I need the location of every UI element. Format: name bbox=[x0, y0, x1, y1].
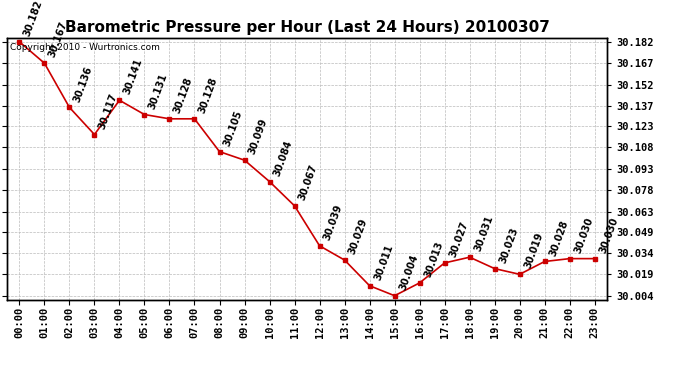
Text: 30.141: 30.141 bbox=[122, 57, 144, 96]
Text: 30.039: 30.039 bbox=[322, 203, 344, 242]
Text: 30.084: 30.084 bbox=[273, 139, 295, 177]
Text: 30.128: 30.128 bbox=[172, 76, 195, 115]
Text: 30.136: 30.136 bbox=[72, 64, 95, 103]
Text: 30.004: 30.004 bbox=[397, 253, 420, 291]
Text: 30.128: 30.128 bbox=[197, 76, 219, 115]
Text: 30.099: 30.099 bbox=[247, 117, 270, 156]
Title: Barometric Pressure per Hour (Last 24 Hours) 20100307: Barometric Pressure per Hour (Last 24 Ho… bbox=[65, 20, 549, 35]
Text: 30.117: 30.117 bbox=[97, 92, 119, 130]
Text: 30.027: 30.027 bbox=[447, 220, 470, 259]
Text: 30.019: 30.019 bbox=[522, 231, 544, 270]
Text: 30.023: 30.023 bbox=[497, 226, 520, 264]
Text: 30.030: 30.030 bbox=[598, 216, 620, 255]
Text: 30.105: 30.105 bbox=[222, 109, 244, 147]
Text: 30.011: 30.011 bbox=[373, 243, 395, 282]
Text: 30.031: 30.031 bbox=[473, 214, 495, 253]
Text: 30.030: 30.030 bbox=[573, 216, 595, 255]
Text: 30.131: 30.131 bbox=[147, 72, 170, 110]
Text: 30.029: 30.029 bbox=[347, 217, 370, 256]
Text: 30.013: 30.013 bbox=[422, 240, 444, 279]
Text: 30.167: 30.167 bbox=[47, 20, 70, 59]
Text: Copyright 2010 - Wurtronics.com: Copyright 2010 - Wurtronics.com bbox=[10, 43, 160, 52]
Text: 30.028: 30.028 bbox=[547, 219, 570, 257]
Text: 30.182: 30.182 bbox=[22, 0, 44, 38]
Text: 30.067: 30.067 bbox=[297, 163, 319, 202]
